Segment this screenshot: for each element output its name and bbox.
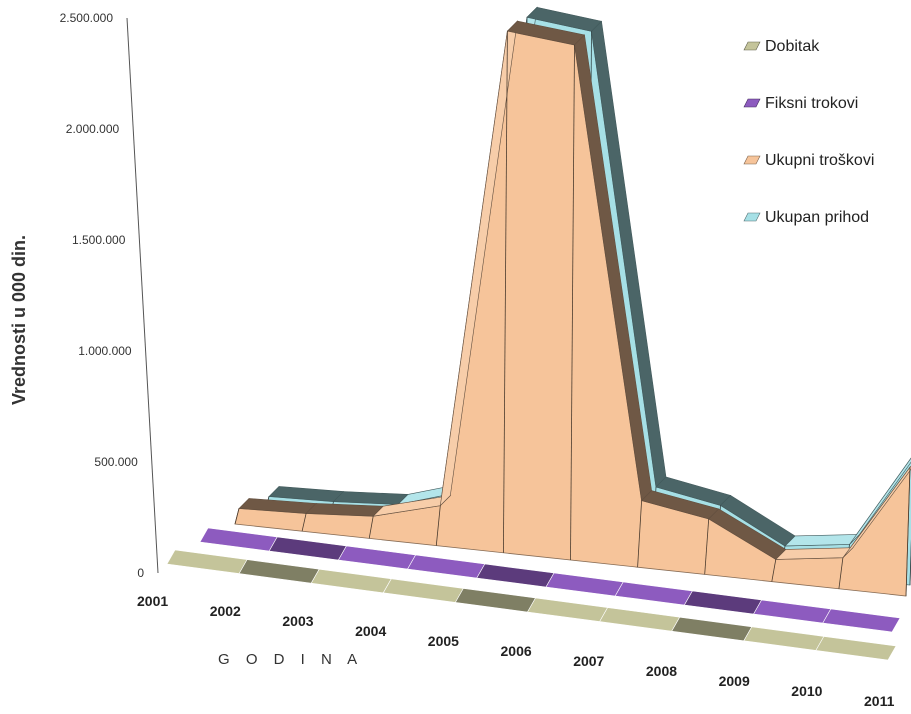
legend-swatch [744,99,760,107]
legend-swatch [744,156,760,164]
floor-segment [823,609,900,632]
y-axis-group: 0 500.000 1.000.000 1.500.000 2.000.000 2.500… [60,11,158,580]
floor-segment [546,573,623,596]
floor-segment [269,537,346,560]
legend-group: Dobitak Fiksni trokovi Ukupni troškovi Ukup… [744,38,874,226]
floor-segment [383,579,463,603]
floor-segment [754,600,831,623]
floor-segment [167,550,247,574]
y-tick-label: 2.000.000 [66,122,120,136]
floor-segment [200,528,277,551]
x-tick-label: 2009 [719,673,750,689]
x-tick-label: 2002 [210,603,241,619]
floor-segment [239,560,319,584]
x-tick-label: 2001 [137,593,168,609]
legend-item: Ukupni troškovi [744,152,874,169]
y-axis-line [127,18,158,573]
y-axis-title: Vrednosti u 000 din. [9,235,29,405]
y-tick-label: 2.500.000 [60,11,114,25]
floor-segment [455,588,535,612]
area-ribbon [785,534,860,546]
floor-segment [684,591,761,614]
x-tick-label: 2003 [282,613,313,629]
floor-segment [615,582,692,605]
x-tick-label: 2008 [646,663,677,679]
y-tick-label: 1.500.000 [72,233,126,247]
legend-item: Ukupan prihod [744,209,869,226]
x-tick-label: 2006 [501,643,532,659]
legend-item: Fiksni trokovi [744,95,858,112]
floor-segment [338,546,415,569]
legend-item: Dobitak [744,38,820,55]
floor-segment [528,598,608,622]
x-axis-title: G O D I N A [218,651,363,668]
floor-segment [311,569,391,593]
y-tick-label: 0 [137,566,144,580]
y-tick-label: 500.000 [94,455,138,469]
floor-segment [672,617,752,641]
x-tick-label: 2004 [355,623,386,639]
floor-segment [477,564,554,587]
floor-segment [744,627,824,651]
legend-label: Ukupan prihod [765,209,869,226]
floor-segment [600,608,680,632]
legend-label: Fiksni trokovi [765,95,858,112]
x-tick-label: 2011 [864,693,895,709]
floor-segment [816,636,896,660]
area-ribbon [776,548,853,560]
x-tick-label: 2007 [573,653,604,669]
legend-label: Dobitak [765,38,820,55]
x-tick-label: 2005 [428,633,459,649]
floor-segment [408,555,485,578]
legend-swatch [744,213,760,221]
legend-swatch [744,42,760,50]
x-tick-label: 2010 [791,683,822,699]
legend-label: Ukupni troškovi [765,152,874,169]
y-tick-label: 1.000.000 [78,344,132,358]
